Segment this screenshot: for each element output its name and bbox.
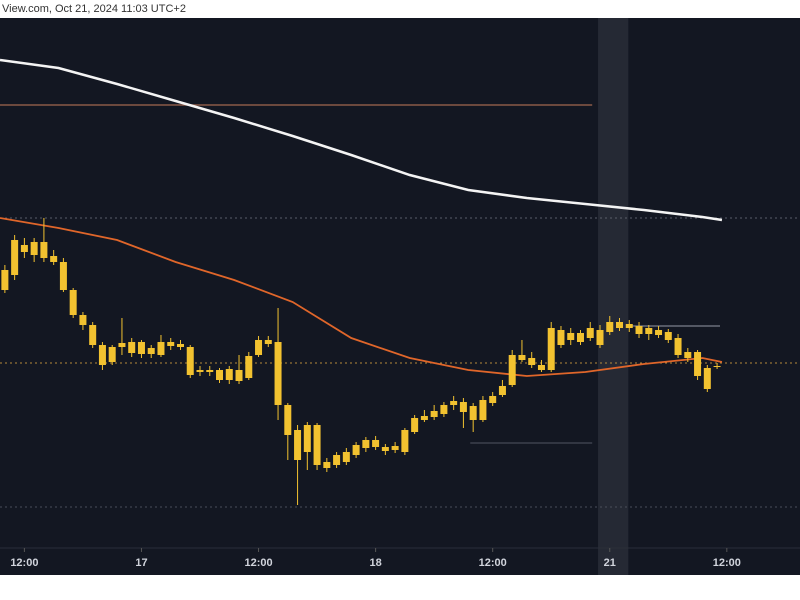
- candle-body: [59, 262, 67, 290]
- header-bar: [0, 0, 800, 18]
- candle-body: [89, 325, 97, 345]
- candle-body: [694, 352, 702, 376]
- candle-body: [186, 347, 194, 375]
- candle-body: [40, 242, 48, 258]
- candle-body: [498, 386, 506, 395]
- candle-body: [303, 425, 311, 452]
- candle-body: [313, 425, 321, 465]
- candle-body: [420, 416, 428, 420]
- candle-body: [479, 400, 487, 420]
- candle-body: [635, 326, 643, 334]
- candle-body: [674, 338, 682, 355]
- candle-body: [69, 290, 77, 315]
- candle-body: [255, 340, 263, 355]
- candle-body: [381, 447, 389, 451]
- candle-body: [411, 418, 419, 432]
- candle-body: [684, 352, 692, 358]
- candle-body: [294, 430, 302, 460]
- candle-body: [333, 455, 341, 465]
- candle-body: [372, 440, 380, 447]
- candle-body: [606, 322, 614, 332]
- moving-average: [0, 58, 723, 222]
- candle-body: [557, 330, 565, 345]
- candle-body: [450, 401, 458, 405]
- candle-body: [176, 344, 184, 347]
- candle-body: [225, 369, 233, 380]
- candle-body: [216, 370, 224, 380]
- candle-body: [98, 345, 106, 365]
- candle-body: [11, 240, 19, 275]
- candle-body: [157, 342, 165, 355]
- candle-body: [567, 333, 575, 340]
- candle-body: [352, 445, 360, 455]
- candle-body: [713, 366, 721, 367]
- candle-body: [274, 342, 282, 405]
- candle-body: [30, 242, 38, 255]
- candle-body: [703, 368, 711, 389]
- x-tick-label: 21: [604, 557, 616, 569]
- candle-body: [245, 356, 253, 378]
- x-tick-label: 12:00: [713, 557, 741, 569]
- candle-body: [537, 365, 545, 370]
- candle-body: [147, 348, 155, 354]
- candle-body: [284, 405, 292, 435]
- candle-body: [616, 322, 624, 328]
- moving-average: [0, 217, 723, 377]
- candle-body: [489, 396, 497, 403]
- candle-body: [440, 405, 448, 414]
- candle-body: [342, 452, 350, 462]
- candle-body: [469, 406, 477, 420]
- candle-body: [401, 430, 409, 452]
- candle-body: [547, 328, 555, 370]
- candle-body: [596, 330, 604, 345]
- plot-background: [0, 18, 800, 548]
- candle-body: [167, 342, 175, 346]
- candle-body: [576, 333, 584, 342]
- x-tick-label: 12:00: [479, 557, 507, 569]
- candle-body: [518, 355, 526, 360]
- candle-body: [128, 342, 136, 353]
- candle-body: [50, 256, 58, 262]
- candle-body: [206, 370, 214, 372]
- x-tick-label: 17: [135, 557, 147, 569]
- candle-body: [20, 245, 28, 252]
- candle-body: [1, 270, 9, 290]
- candle-body: [508, 355, 516, 385]
- header-text: View.com, Oct 21, 2024 11:03 UTC+2: [2, 3, 186, 15]
- candle-body: [645, 328, 653, 334]
- candle-body: [528, 358, 536, 365]
- time-axis: [0, 548, 800, 575]
- x-tick-label: 12:00: [10, 557, 38, 569]
- candle-body: [391, 446, 399, 450]
- candle-body: [362, 440, 370, 448]
- candle-body: [323, 462, 331, 468]
- candle-body: [586, 328, 594, 338]
- candle-body: [664, 332, 672, 340]
- candle-body: [108, 347, 116, 362]
- candle-body: [264, 340, 272, 344]
- candle-body: [235, 370, 243, 381]
- candle-body: [430, 411, 438, 417]
- x-tick-label: 18: [369, 557, 381, 569]
- candle-body: [137, 342, 145, 354]
- candle-body: [655, 330, 663, 335]
- candle-body: [625, 324, 633, 328]
- candle-body: [79, 315, 87, 325]
- candle-body: [459, 402, 467, 412]
- x-tick-label: 12:00: [244, 557, 272, 569]
- candle-body: [118, 343, 126, 347]
- candle-body: [196, 370, 204, 372]
- highlight-band: [598, 18, 629, 575]
